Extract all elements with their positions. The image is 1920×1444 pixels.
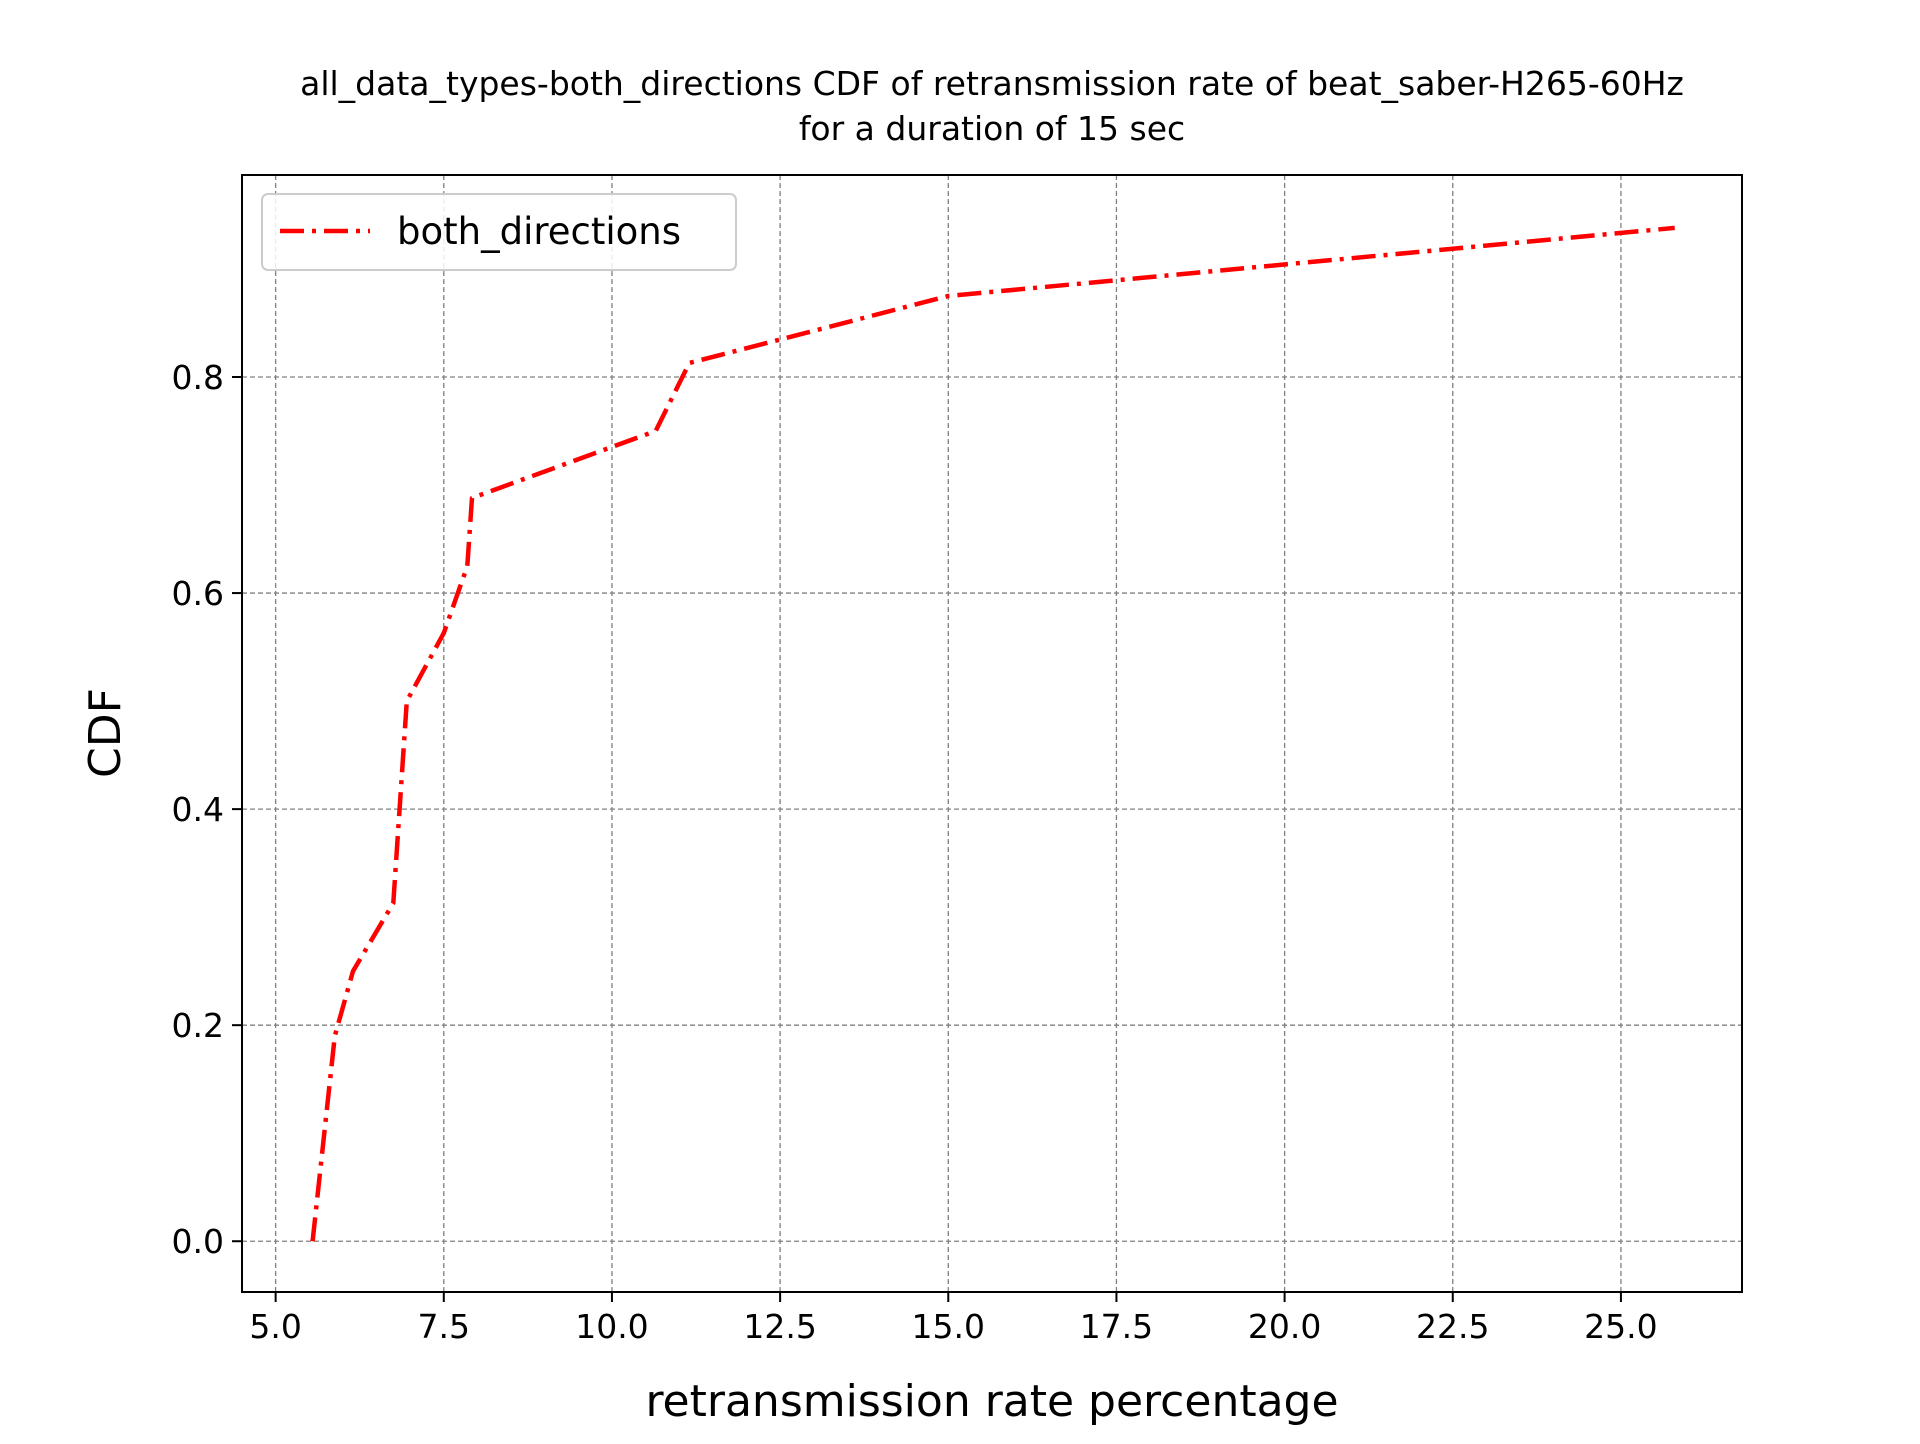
- x-axis-ticks: 5.0 7.5 10.0 12.5 15.0 17.5 20.0 22.5 25.0: [249, 1292, 1658, 1346]
- x-tick-label: 22.5: [1416, 1307, 1489, 1346]
- y-tick-label: 0.0: [172, 1222, 224, 1261]
- y-tick-label: 0.2: [172, 1006, 224, 1045]
- x-tick-label: 15.0: [912, 1307, 985, 1346]
- y-tick-label: 0.4: [172, 790, 224, 829]
- y-axis-label: CDF: [80, 688, 131, 778]
- grid-lines: [242, 175, 1742, 1292]
- x-tick-label: 12.5: [743, 1307, 816, 1346]
- x-tick-label: 17.5: [1080, 1307, 1153, 1346]
- y-tick-label: 0.8: [172, 358, 224, 397]
- y-axis-ticks: 0.0 0.2 0.4 0.6 0.8: [172, 358, 242, 1261]
- chart-title-line-2: for a duration of 15 sec: [799, 109, 1185, 148]
- x-tick-label: 10.0: [575, 1307, 648, 1346]
- chart-title-line-1: all_data_types-both_directions CDF of re…: [300, 64, 1684, 103]
- plot-area-frame: [241, 174, 1743, 1293]
- x-tick-label: 25.0: [1584, 1307, 1657, 1346]
- x-tick-label: 20.0: [1248, 1307, 1321, 1346]
- x-tick-label: 5.0: [249, 1307, 301, 1346]
- legend: both_directions: [261, 193, 737, 271]
- y-tick-label: 0.6: [172, 574, 224, 613]
- series-lines: [310, 225, 1675, 1242]
- legend-box: [261, 193, 737, 271]
- series-line-both-directions: [310, 225, 1675, 1242]
- x-tick-label: 7.5: [418, 1307, 470, 1346]
- x-axis-label: retransmission rate percentage: [645, 1376, 1338, 1427]
- legend-label-both-directions: both_directions: [397, 210, 681, 253]
